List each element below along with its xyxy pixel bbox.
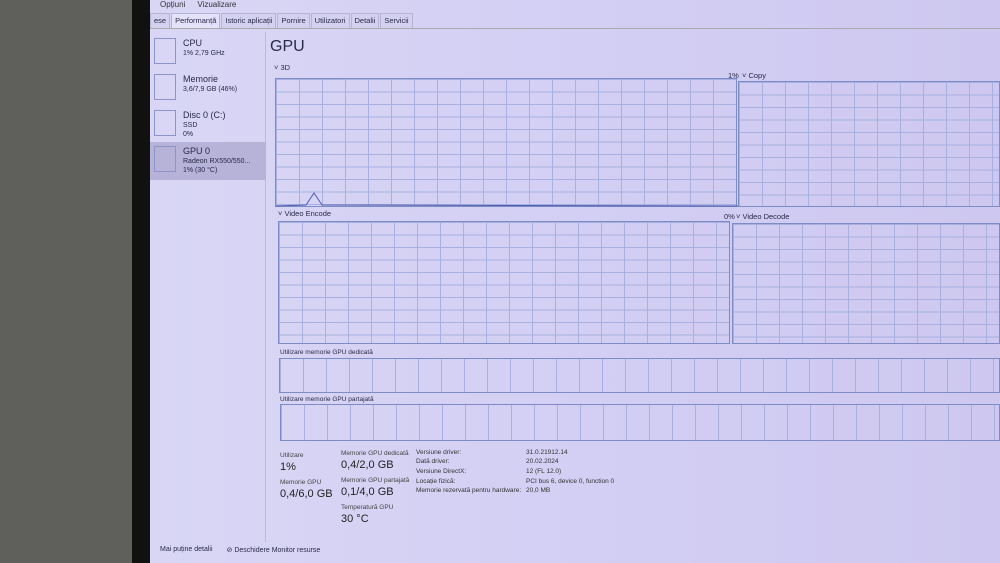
sidebar-item-detail: SSD <box>183 122 198 129</box>
memory-thumbnail <box>154 74 176 100</box>
sidebar-item-detail: 1% 2,79 GHz <box>183 50 225 57</box>
info-key: Dată driver: <box>416 458 450 465</box>
info-value: 31.0.21912.14 <box>526 449 568 456</box>
resource-monitor-label: Deschidere Monitor resurse <box>234 547 321 554</box>
dedicated-memory-value: 0,4/2,0 GB <box>341 459 394 471</box>
graph-label-video-encode[interactable]: ˅ Video Encode <box>278 209 332 218</box>
tab-details[interactable]: Detalii <box>350 13 380 28</box>
gpu-memory-label: Memorie GPU <box>280 479 322 486</box>
menu-view[interactable]: Vizualizare <box>197 0 237 9</box>
sidebar-item-detail: 1% (30 °C) <box>183 167 218 174</box>
graph-label-3d[interactable]: ˅ 3D <box>274 63 291 72</box>
dedicated-memory-stat-label: Memorie GPU dedicată <box>341 450 409 457</box>
sidebar-item-memory[interactable]: Memorie 3,6/7,9 GB (46%) <box>150 70 266 108</box>
graph-label-copy[interactable]: ˅ Copy <box>742 71 766 80</box>
sidebar-item-detail: 0% <box>183 131 194 138</box>
info-value: PCI bus 6, device 0, function 0 <box>526 478 615 485</box>
tab-processes[interactable]: ese <box>150 13 171 28</box>
graph-3d <box>275 78 739 207</box>
graph-video-decode <box>732 223 1000 344</box>
tab-startup[interactable]: Pornire <box>277 13 310 28</box>
shared-memory-value: 0,1/4,0 GB <box>341 486 394 498</box>
sidebar-item-gpu[interactable]: GPU 0 Radeon RX550/550... 1% (30 °C) <box>150 142 266 180</box>
menu-bar: Opțiuni Vizualizare <box>160 0 236 11</box>
graph-3d-percent: 1% <box>728 71 739 80</box>
gpu-thumbnail <box>154 146 176 172</box>
utilization-value: 1% <box>280 461 296 473</box>
page-title: GPU <box>270 38 305 55</box>
dedicated-memory-label: Utilizare memorie GPU dedicată <box>280 349 373 356</box>
sidebar-item-cpu[interactable]: CPU 1% 2,79 GHz <box>150 34 266 72</box>
sidebar-item-label: CPU <box>183 38 203 48</box>
tab-app-history[interactable]: Istoric aplicații <box>221 13 277 28</box>
graph-title: Video Encode <box>284 209 332 218</box>
tab-users[interactable]: Utilizatori <box>310 13 350 28</box>
info-key: Versiune DirectX: <box>416 468 467 475</box>
shared-memory-graph <box>280 404 1000 441</box>
tab-bar: ese Performanță Istoric aplicații Pornir… <box>150 13 1000 29</box>
disk-thumbnail <box>154 110 176 136</box>
dedicated-memory-graph <box>279 358 1000 393</box>
info-value: 12 (FL 12.0) <box>526 468 562 475</box>
info-key: Locație fizică: <box>416 478 456 485</box>
graph-copy <box>738 81 1000 207</box>
graph-3d-line <box>275 192 739 207</box>
utilization-label: Utilizare <box>280 452 304 459</box>
graph-video-encode <box>278 221 730 344</box>
footer: Mai puține detalii ⊘ Deschidere Monitor … <box>160 546 320 554</box>
shared-memory-label: Utilizare memorie GPU partajată <box>280 396 374 403</box>
tab-performance[interactable]: Performanță <box>171 13 221 28</box>
info-key: Versiune driver: <box>416 449 462 456</box>
info-value: 20.02.2024 <box>526 458 559 465</box>
graph-title: Copy <box>748 71 766 80</box>
graph-title: Video Decode <box>742 212 790 221</box>
monitor-bezel <box>132 0 154 563</box>
info-value: 20,0 MB <box>526 487 551 494</box>
tab-services[interactable]: Servicii <box>380 13 413 28</box>
sidebar-item-disk[interactable]: Disc 0 (C:) SSD 0% <box>150 106 266 144</box>
sidebar-item-detail: 3,6/7,9 GB (46%) <box>183 86 238 93</box>
info-key: Memorie rezervată pentru hardware: <box>416 487 522 494</box>
gpu-memory-value: 0,4/6,0 GB <box>280 488 333 500</box>
graph-encode-percent: 0% <box>724 212 735 221</box>
cpu-thumbnail <box>154 38 176 64</box>
graph-label-video-decode[interactable]: ˅ Video Decode <box>736 212 790 221</box>
menu-options[interactable]: Opțiuni <box>160 0 186 9</box>
resource-monitor-icon: ⊘ <box>226 547 235 554</box>
temperature-value: 30 °C <box>341 513 369 525</box>
sidebar-item-detail: Radeon RX550/550... <box>183 158 251 165</box>
fewer-details-link[interactable]: Mai puține detalii <box>160 546 213 553</box>
open-resource-monitor-link[interactable]: ⊘ Deschidere Monitor resurse <box>227 546 321 554</box>
sidebar-item-label: Memorie <box>183 74 219 84</box>
graph-title: 3D <box>280 63 291 72</box>
temperature-label: Temperatură GPU <box>341 504 394 511</box>
sidebar-item-label: Disc 0 (C:) <box>183 110 226 120</box>
sidebar-item-label: GPU 0 <box>183 146 211 156</box>
task-manager-window: Opțiuni Vizualizare ese Performanță Isto… <box>150 0 1000 563</box>
shared-memory-stat-label: Memorie GPU partajată <box>341 477 410 484</box>
resource-sidebar: CPU 1% 2,79 GHz Memorie 3,6/7,9 GB (46%)… <box>150 32 266 542</box>
